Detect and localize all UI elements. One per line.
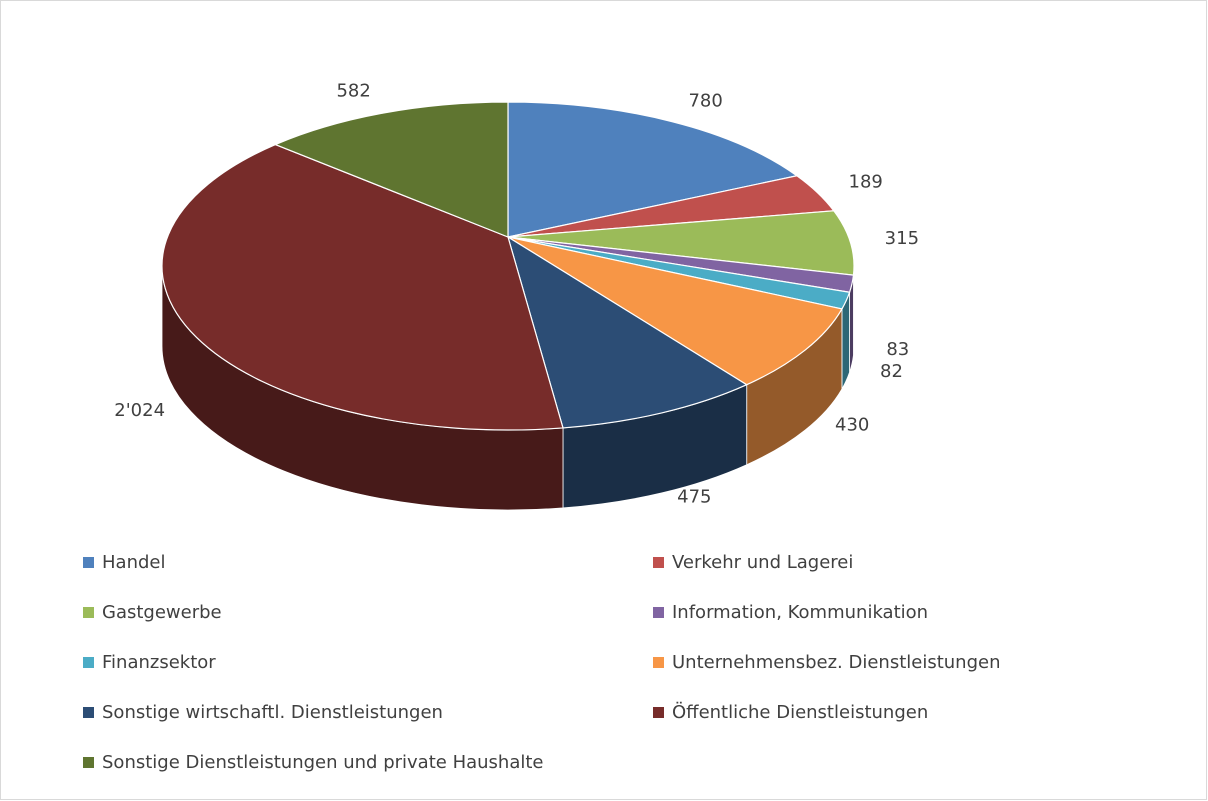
legend-marker (83, 557, 94, 568)
pie-slice (507, 210, 855, 276)
legend-marker (83, 657, 94, 668)
legend-marker (83, 607, 94, 618)
legend-marker (653, 657, 664, 668)
pie-slice (507, 101, 799, 238)
legend-label: Verkehr und Lagerei (672, 552, 853, 573)
legend-label: Handel (102, 552, 165, 573)
legend-marker (83, 757, 94, 768)
data-label: 315 (885, 228, 919, 249)
pie-slice (507, 236, 843, 386)
legend-marker (653, 557, 664, 568)
legend-label: Gastgewerbe (102, 602, 222, 623)
data-label: 189 (849, 171, 883, 192)
legend-label: Öffentliche Dienstleistungen (672, 701, 928, 723)
pie-slice (273, 101, 509, 238)
legend-label: Sonstige Dienstleistungen und private Ha… (102, 752, 544, 773)
legend-label: Finanzsektor (102, 652, 216, 673)
data-label: 780 (688, 90, 722, 111)
data-label: 83 (886, 339, 909, 360)
legend-label: Sonstige wirtschaftl. Dienstleistungen (102, 702, 443, 723)
legend-marker (653, 707, 664, 718)
legend-label: Unternehmensbez. Dienstleistungen (672, 652, 1001, 673)
pie-slice (161, 143, 564, 431)
legend-label: Information, Kommunikation (672, 602, 928, 623)
data-label: 82 (880, 361, 903, 382)
legend-marker (83, 707, 94, 718)
data-label: 475 (677, 486, 711, 507)
pie-slice (506, 235, 748, 429)
data-label: 2'024 (114, 400, 165, 421)
legend-marker (653, 607, 664, 618)
data-label: 430 (835, 415, 869, 436)
data-label: 582 (336, 81, 370, 102)
